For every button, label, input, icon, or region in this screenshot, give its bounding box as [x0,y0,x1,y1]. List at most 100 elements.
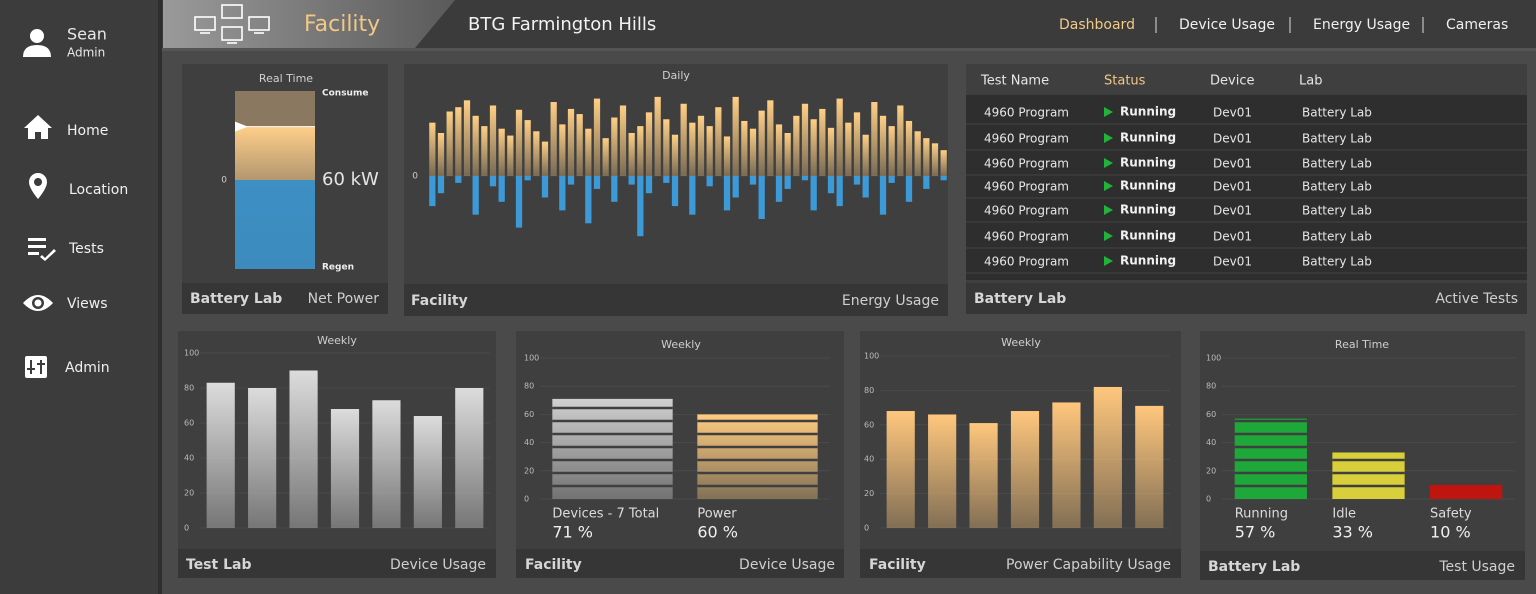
bar [585,128,592,176]
bar [940,176,947,181]
bar [585,176,592,224]
panel-footer-right: Active Tests [1435,291,1518,307]
bar [628,176,635,185]
bar [489,105,497,176]
table-cell: Dev01 [1213,230,1252,244]
bar [923,138,930,176]
gauge-top-label: Consume [322,89,368,99]
bar [515,109,523,176]
bar [749,176,757,185]
bar [923,176,930,189]
chart-title: Real Time [259,72,313,85]
y-tick-label: 20 [184,489,194,498]
sidebar-edge [158,0,162,594]
bar [853,176,861,185]
y-tick-label: 40 [1206,438,1216,447]
nav-link[interactable]: Dashboard [1059,17,1135,33]
menu-item[interactable]: Home [67,123,108,139]
bar [931,143,939,176]
table-cell: Battery Lab [1302,255,1372,269]
menu-item[interactable]: Admin [65,360,110,376]
panel-footer-left: Battery Lab [1208,559,1300,575]
bar [732,176,739,198]
bar [611,176,618,202]
bar [550,102,557,176]
table-cell: Running [1120,203,1176,217]
bar [559,124,566,176]
bar [853,112,861,176]
bar [645,112,653,176]
table-cell: Dev01 [1213,132,1252,146]
bar [455,388,484,528]
site-name: BTG Farmington Hills [468,14,656,35]
y-tick-label: 80 [1206,382,1216,391]
menu-item[interactable]: Views [67,296,108,312]
bar [697,115,705,176]
bar [940,150,947,176]
y-tick-label: 100 [184,349,199,358]
table-cell: Dev01 [1213,106,1252,120]
nav-link[interactable]: Cameras [1446,17,1508,33]
bar [706,126,713,176]
nav-link[interactable]: Energy Usage [1313,17,1410,33]
y-tick-label: 100 [1206,354,1221,363]
bar [845,122,852,176]
category-label: Power [697,507,737,522]
bar [472,176,479,215]
bar [801,176,809,181]
status-icon [1104,181,1113,191]
bar [524,120,531,176]
table-cell: 4960 Program [984,180,1069,194]
panel-footer-right: Net Power [308,291,380,307]
table-cell: 4960 Program [984,157,1069,171]
bar [1010,411,1040,528]
bar [905,120,913,176]
bar [914,131,921,176]
menu-item[interactable]: Tests [68,241,104,257]
value-label: 60 % [697,523,738,542]
table-cell: 4960 Program [984,204,1069,218]
table-cell: 4960 Program [984,230,1069,244]
bar [871,102,878,176]
bar [541,176,549,198]
y-tick-label: 0 [412,172,418,182]
bar [552,398,673,499]
column-header: Lab [1299,74,1322,89]
panel-footer-left: Facility [411,293,468,309]
header-edge [162,48,1536,51]
table-cell: Battery Lab [1302,230,1372,244]
bar [541,141,549,176]
bar [862,176,869,198]
bar [507,135,514,176]
table-cell: Running [1120,105,1176,119]
y-tick-label: 100 [864,352,879,361]
bar [775,176,783,202]
bar [437,176,445,194]
bar [715,107,722,176]
bar [472,115,479,176]
nav-link[interactable]: Device Usage [1179,17,1275,33]
y-tick-label: 80 [184,384,194,393]
bar [1430,484,1503,499]
status-icon [1104,158,1113,168]
sidebar [0,0,160,594]
bar [723,136,731,176]
bar [671,176,679,207]
panel-footer-right: Test Usage [1438,559,1515,575]
bar [827,176,835,194]
bar [862,134,869,176]
value-label: 71 % [552,523,593,542]
bar [567,176,575,185]
table-cell: 4960 Program [984,106,1069,120]
views-icon [23,295,53,311]
bar [637,176,644,237]
bar [749,128,757,176]
bar [498,128,505,176]
bar [463,100,471,176]
bar [897,105,904,176]
y-tick-label: 80 [524,382,534,391]
panel-footer-left: Battery Lab [190,291,282,307]
menu-item[interactable]: Location [69,182,128,198]
y-tick-label: 60 [524,410,534,419]
